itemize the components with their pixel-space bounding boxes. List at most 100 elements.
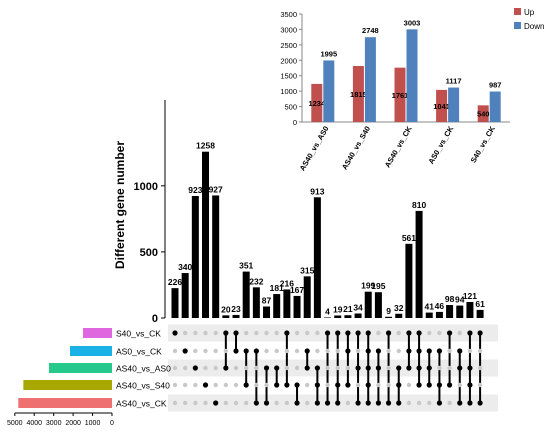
matrix-dot-16-3 [335, 382, 341, 388]
set-bar-3 [23, 380, 112, 390]
bar-11 [283, 289, 291, 318]
matrix-row-band-0 [168, 324, 498, 342]
inset-legend-swatch-1 [514, 22, 521, 29]
inset-legend-label-1: Down [524, 22, 544, 31]
bar-label-17: 21 [343, 304, 353, 314]
matrix-dot-28-0 [457, 330, 462, 336]
bar-label-4: 927 [209, 184, 223, 194]
matrix-dot-26-4 [436, 400, 443, 406]
bar-label-24: 810 [412, 200, 426, 210]
matrix-row-band-2 [168, 359, 498, 377]
bar-label-2: 923 [188, 185, 202, 195]
matrix-dot-7-4 [243, 400, 249, 406]
bar-label-30: 61 [475, 299, 485, 309]
bar-label-1: 340 [178, 262, 192, 272]
inset-bar-label-1-2: 3003 [404, 18, 421, 27]
matrix-dot-4-1 [213, 348, 218, 354]
matrix-dot-9-2 [263, 365, 270, 371]
matrix-dot-17-4 [345, 400, 351, 406]
bar-label-14: 913 [310, 186, 324, 196]
bar-label-7: 351 [239, 261, 253, 271]
matrix-dot-12-3 [294, 382, 300, 388]
bar-28 [456, 305, 464, 318]
matrix-dot-13-0 [305, 330, 310, 336]
matrix-dot-26-1 [436, 348, 443, 354]
matrix-dot-17-0 [345, 330, 351, 336]
bar-17 [344, 315, 352, 318]
matrix-dot-8-2 [254, 365, 259, 371]
matrix-dot-9-0 [264, 330, 269, 336]
bar-label-13: 315 [300, 265, 314, 275]
matrix-dot-11-0 [284, 330, 290, 336]
matrix-dot-1-1 [182, 348, 188, 354]
matrix-dot-6-0 [233, 330, 239, 336]
matrix-dot-22-3 [396, 382, 402, 388]
matrix-dot-8-3 [254, 382, 259, 388]
bar-12 [293, 295, 301, 318]
matrix-dot-29-4 [467, 400, 473, 406]
set-tick-label-2: 3000 [46, 420, 62, 427]
bar-20 [374, 292, 382, 318]
matrix-dot-25-2 [426, 365, 432, 371]
matrix-dot-29-3 [467, 382, 473, 388]
matrix-dot-1-0 [182, 330, 188, 336]
inset-category-2: AS40_vs_CK [383, 124, 414, 169]
matrix-dot-29-0 [467, 330, 473, 336]
matrix-dot-11-1 [284, 348, 290, 354]
set-tick-label-3: 2000 [65, 420, 81, 427]
matrix-dot-1-2 [182, 365, 188, 371]
bar-label-23: 561 [402, 233, 416, 243]
matrix-row-band-4 [168, 394, 498, 412]
set-bar-1 [70, 346, 112, 356]
set-label-4: AS40_vs_CK [116, 399, 167, 409]
matrix-dot-19-1 [365, 348, 371, 354]
matrix-dot-22-1 [396, 348, 401, 354]
matrix-dot-10-1 [274, 348, 279, 354]
matrix-dot-30-4 [477, 400, 483, 406]
matrix-dot-5-2 [223, 365, 229, 371]
matrix-dot-4-3 [213, 382, 218, 388]
matrix-dot-19-2 [365, 365, 371, 371]
matrix-dot-21-2 [386, 365, 391, 371]
y-tick-label-1: 500 [140, 247, 158, 259]
matrix-dot-15-3 [325, 382, 330, 388]
matrix-dot-29-1 [467, 348, 473, 354]
bar-label-12: 167 [290, 285, 304, 295]
matrix-dot-10-2 [274, 365, 280, 371]
membership-matrix [168, 324, 498, 412]
matrix-dot-14-2 [314, 365, 320, 371]
matrix-dot-2-1 [193, 348, 198, 354]
matrix-dot-27-0 [446, 330, 453, 336]
matrix-dot-10-4 [274, 400, 279, 406]
bar-label-3: 1258 [196, 141, 215, 151]
inset-bar-1-4 [489, 91, 501, 122]
bar-label-15: 4 [325, 306, 330, 316]
matrix-dot-3-3 [202, 382, 209, 388]
matrix-dot-24-2 [416, 365, 422, 371]
bar-label-10: 181 [270, 283, 284, 293]
matrix-dot-16-0 [335, 330, 341, 336]
bar-label-27: 98 [445, 294, 455, 304]
inset-category-3: AS0_vs_CK [426, 124, 455, 165]
bar-label-26: 46 [435, 301, 445, 311]
matrix-dot-8-4 [253, 400, 259, 406]
matrix-dot-9-4 [263, 400, 270, 406]
matrix-dot-15-0 [324, 330, 331, 336]
inset-y-tick-label-6: 3000 [280, 25, 297, 34]
inset-bar-label-1-4: 987 [489, 81, 502, 90]
matrix-dot-22-2 [396, 365, 402, 371]
bar-label-5: 20 [221, 304, 231, 314]
set-label-3: AS40_vs_S40 [116, 381, 170, 391]
inset-y-tick-label-2: 1000 [280, 87, 297, 96]
matrix-dot-29-2 [467, 365, 473, 371]
matrix-dot-30-0 [477, 330, 483, 336]
matrix-dot-1-3 [182, 382, 188, 388]
matrix-dot-16-2 [335, 365, 340, 371]
inset-bar-1-1 [364, 37, 376, 122]
bar-30 [476, 309, 484, 318]
matrix-dot-18-4 [355, 400, 361, 406]
inset-chart: 0 500 1000 1500 2000 2500 3000 3500 1234 1995 AS40… [280, 8, 544, 172]
matrix-dot-4-2 [213, 365, 218, 371]
bar-label-25: 41 [425, 302, 435, 312]
